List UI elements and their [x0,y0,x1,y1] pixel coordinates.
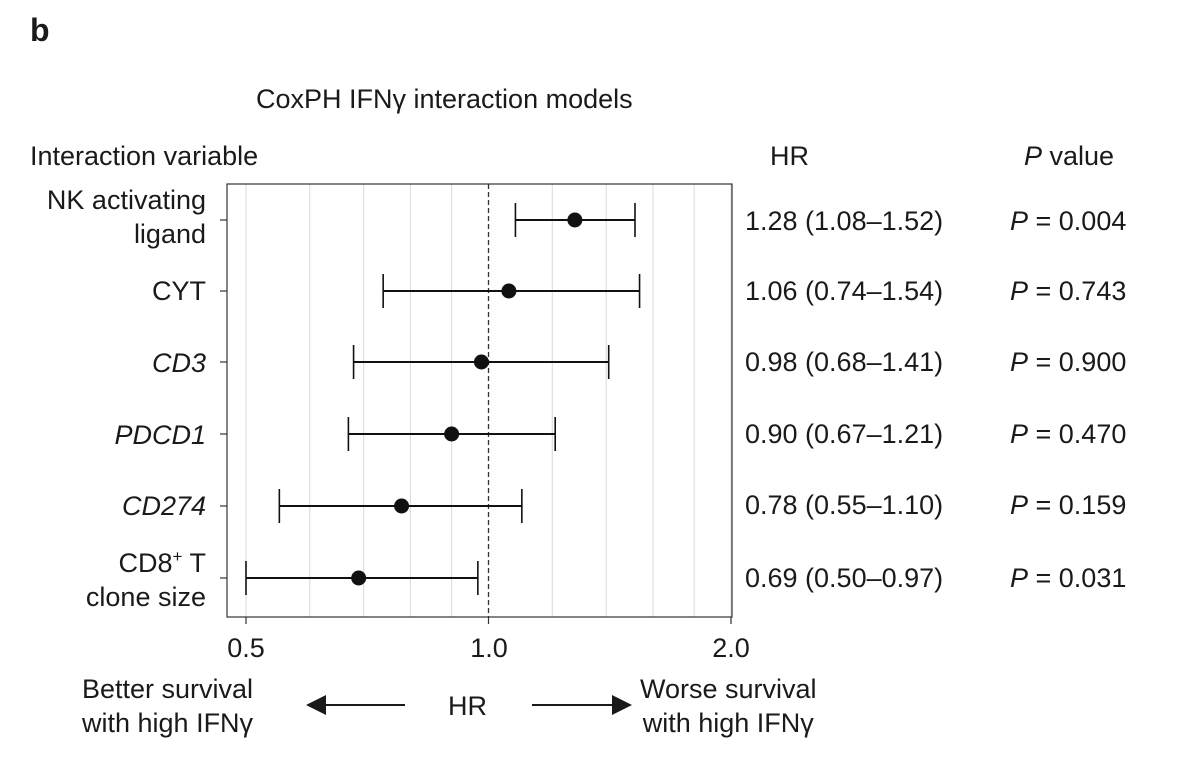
p-value: P = 0.900 [1010,349,1126,376]
p-value: P = 0.743 [1010,278,1126,305]
chart-title: CoxPH IFNγ interaction models [256,84,633,114]
hr-axis-label: HR [448,691,487,721]
row-label-cd274: CD274 [122,489,206,523]
p-letter: P [1010,419,1029,449]
hr-point [394,498,410,514]
p-value: P = 0.470 [1010,421,1126,448]
p-value-word: value [1042,141,1115,171]
p-letter: P [1010,347,1029,377]
row-label-line1: NK activating [46,185,206,215]
p-letter: P [1010,490,1029,520]
p-letter: P [1010,276,1029,306]
row-label-line2: ligand [133,219,206,249]
row-label-superscript: + [172,547,183,566]
panel-label: b [30,12,50,48]
better-survival-label: Better survival with high IFNγ [82,672,253,740]
p-value-column-header: P value [1024,143,1114,170]
row-label-line1: CYT [152,276,206,306]
row-label-line1: CD3 [151,348,206,378]
footer-line1: Worse survival [640,674,817,704]
worse-survival-label: Worse survival with high IFNγ [640,672,817,740]
x-tick-label: 0.5 [227,633,265,663]
x-tick-label: 1.0 [470,633,508,663]
hr-value: 0.69 (0.50–0.97) [745,563,944,593]
p-value: P = 0.004 [1010,208,1126,235]
row-label-line1-rest: T [182,548,206,578]
p-letter: P [1010,206,1029,236]
p-number: = 0.004 [1028,206,1127,236]
hr-point [444,426,460,442]
row-label-line1: PDCD1 [114,420,206,450]
hr-column-header: HR [770,141,809,171]
hr-point [501,283,517,299]
footer-line2: with high IFNγ [642,708,814,738]
footer-line1: Better survival [82,674,254,704]
variable-column-header: Interaction variable [30,141,259,171]
p-value: P = 0.031 [1010,565,1126,592]
p-value: P = 0.159 [1010,492,1126,519]
hr-value: 1.28 (1.08–1.52) [745,206,944,236]
hr-point [473,354,489,370]
row-label-line1: CD274 [121,491,206,521]
hr-value: 0.90 (0.67–1.21) [745,419,944,449]
row-label-line2: clone size [85,582,206,612]
hr-point [351,570,367,586]
p-letter: P [1010,563,1029,593]
p-number: = 0.031 [1028,563,1127,593]
hr-value: 0.98 (0.68–1.41) [745,347,944,377]
p-number: = 0.743 [1028,276,1127,306]
row-label-line1: CD8 [118,548,173,578]
p-number: = 0.900 [1028,347,1127,377]
x-tick-label: 2.0 [712,633,750,663]
p-number: = 0.159 [1028,490,1127,520]
hr-value: 0.78 (0.55–1.10) [745,490,944,520]
p-letter: P [1024,141,1043,171]
row-label-cyt: CYT [152,274,206,308]
row-label-pdcd1: PDCD1 [114,418,206,452]
row-label-cd3: CD3 [152,346,206,380]
p-number: = 0.470 [1028,419,1127,449]
footer-line2: with high IFNγ [82,708,254,738]
hr-point [567,212,583,228]
plot-frame [226,183,733,618]
row-label-nk-activating-ligand: NK activating ligand [47,183,206,251]
hr-value: 1.06 (0.74–1.54) [745,276,944,306]
